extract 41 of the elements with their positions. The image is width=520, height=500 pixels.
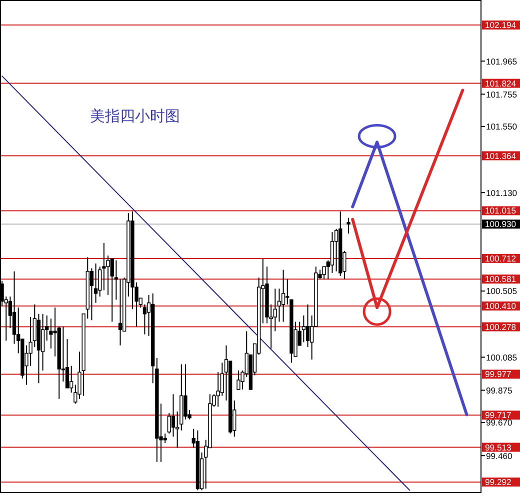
text: 美指四小时图 [90,108,180,125]
candlestick [90,268,94,321]
ref-line-label: 100.581 [485,274,516,284]
y-tick-label: 99.875 [486,385,513,396]
ref-line-label: 99.977 [485,369,512,380]
y-tick-label: 101.965 [486,56,518,66]
candlestick [334,228,338,272]
ref-line-label: 101.364 [485,150,516,161]
ref-line-label: 100.930 [485,219,516,230]
candlestick [302,314,306,343]
candlestick [110,258,114,322]
candlestick [236,370,240,390]
candlestick [40,313,45,372]
candlestick [281,269,286,322]
ref-line-label: 102.194 [485,20,516,30]
candlestick [273,288,277,332]
y-tick-label: 100.085 [486,352,518,362]
y-tick-label: 99.670 [486,418,513,428]
ref-line-label: 101.015 [485,206,516,216]
candlestick [306,304,310,348]
candlestick [65,338,70,388]
ref-line-label: 100.712 [485,253,516,264]
ref-line-label: 99.717 [485,410,512,420]
y-tick-label: 99.460 [486,450,513,461]
candlestick [12,270,16,344]
y-tick-label: 100.505 [486,286,518,296]
ref-line-label: 100.278 [485,322,516,332]
candlestick [277,288,282,322]
ref-line-label: 99.513 [485,442,512,452]
ref-line-label: 100.410 [485,301,516,312]
candlestick [330,231,334,274]
y-tick-label: 101.550 [486,122,518,132]
candlestick [163,433,167,444]
ref-line-label: 99.292 [485,477,512,488]
candlestick [94,262,98,304]
y-tick-label: 101.755 [486,89,518,100]
ref-line-label: 101.824 [485,78,516,88]
candlestick [118,278,122,346]
y-tick-label: 101.130 [486,188,518,198]
candlestick [171,394,176,438]
candlestick [346,217,350,234]
